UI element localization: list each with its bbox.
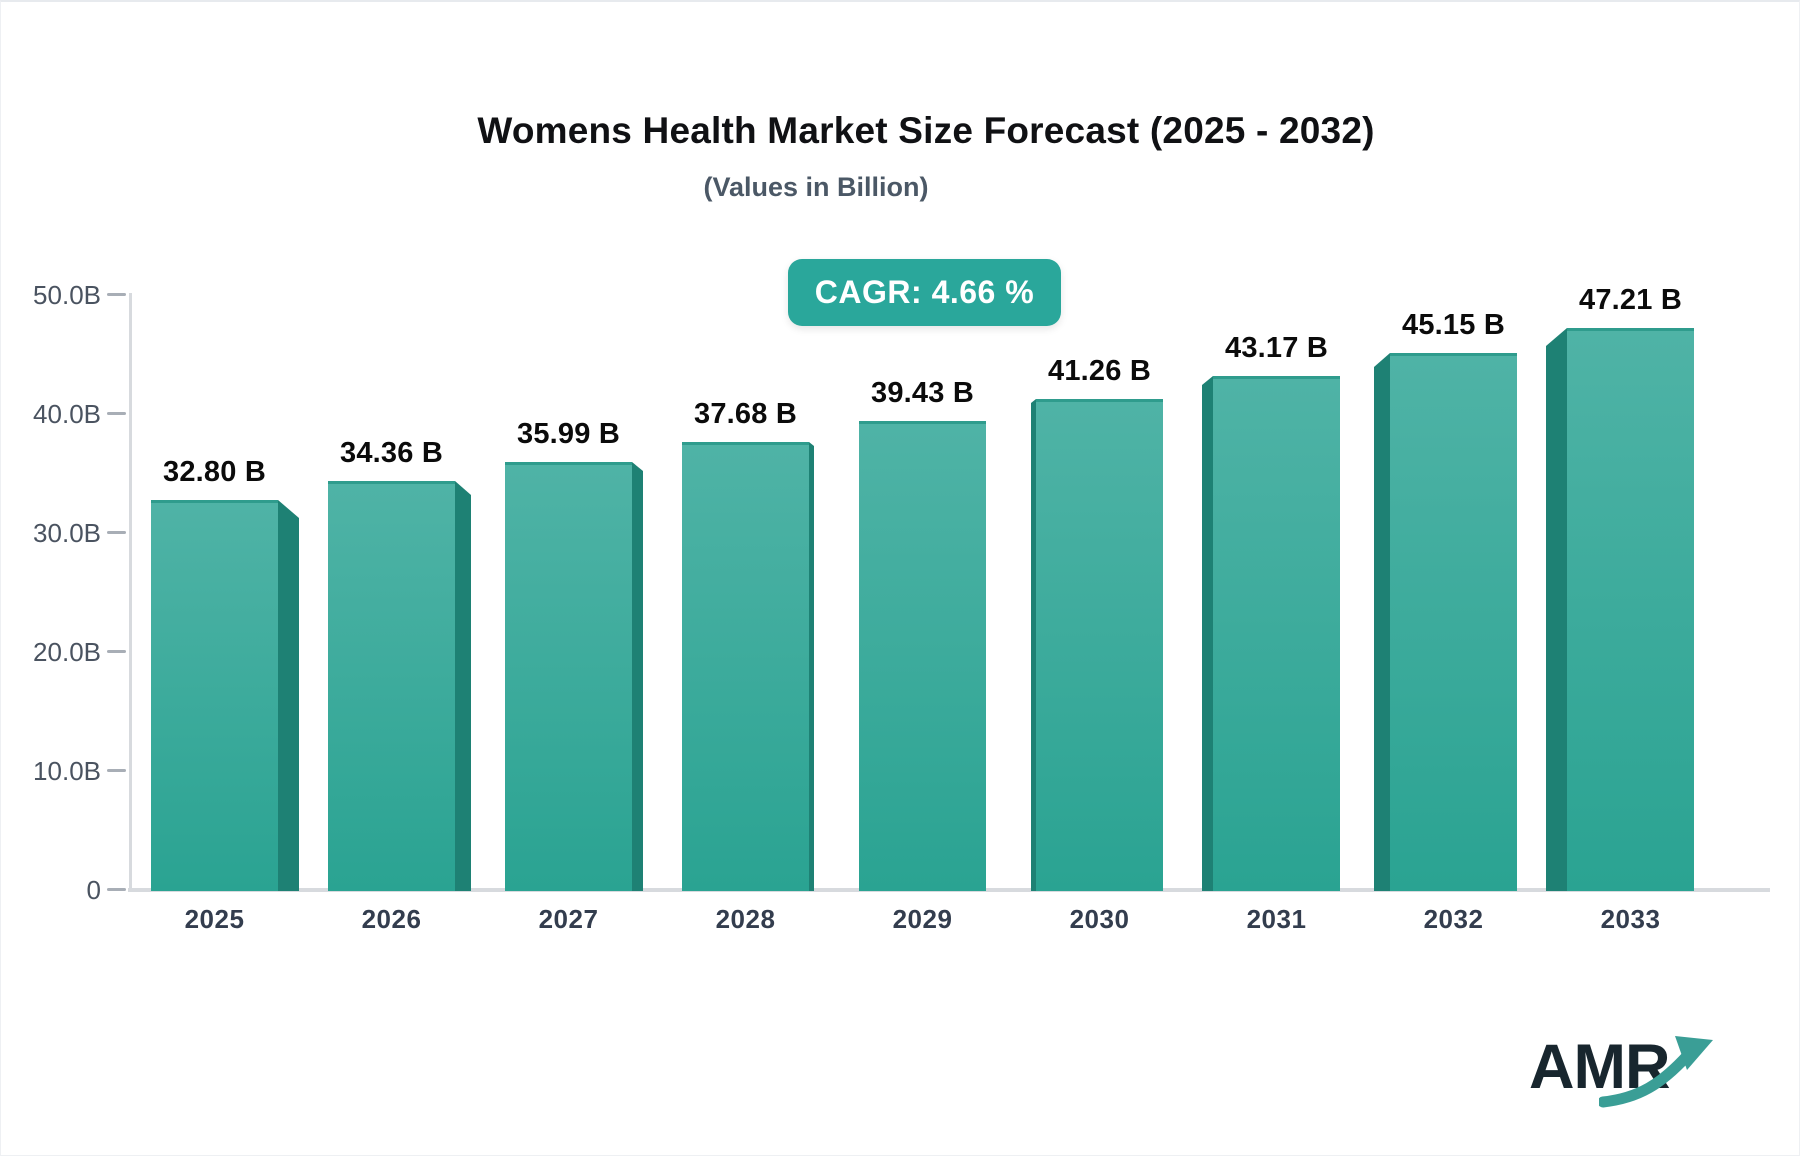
bar-side-face	[1374, 353, 1390, 891]
y-axis-tick-mark	[107, 769, 126, 772]
bar-value-label: 43.17 B	[1225, 332, 1328, 364]
bar-side-face	[632, 462, 643, 891]
bar-2032	[1374, 353, 1517, 891]
growth-arrow-icon	[1599, 1036, 1713, 1108]
y-axis-tick-label: 10.0B	[33, 756, 101, 786]
bar-side-face	[455, 481, 471, 891]
y-axis-tick-label: 0	[86, 875, 101, 905]
chart-subtitle: (Values in Billion)	[703, 172, 929, 202]
x-axis-label: 2031	[1246, 904, 1307, 934]
y-axis-line	[129, 293, 132, 890]
cagr-badge-label: CAGR: 4.66 %	[814, 274, 1035, 310]
bar-front-face	[328, 481, 455, 891]
bar-2028	[682, 442, 814, 891]
bar-2026	[328, 481, 471, 891]
bar-front-face	[682, 442, 809, 891]
amr-logo: AMR	[1529, 1028, 1739, 1123]
bar-2027	[505, 462, 643, 891]
bar-value-label: 34.36 B	[340, 437, 443, 469]
x-axis-label: 2033	[1600, 904, 1661, 934]
x-axis-label: 2026	[361, 904, 422, 934]
bar-value-label: 35.99 B	[517, 418, 620, 450]
bar-side-face	[278, 500, 299, 891]
x-axis-label: 2030	[1069, 904, 1130, 934]
bar-value-label: 37.68 B	[694, 398, 797, 430]
bar-front-face	[1036, 399, 1163, 891]
bar-front-face	[1213, 376, 1340, 891]
bar-2031	[1202, 376, 1340, 891]
bar-value-label: 39.43 B	[871, 377, 974, 409]
bar-side-face	[1202, 376, 1213, 891]
bar-2030	[1031, 399, 1163, 891]
bar-front-face	[859, 421, 986, 891]
bar-front-face	[1390, 353, 1517, 891]
bar-2033	[1546, 328, 1694, 891]
cagr-badge: CAGR: 4.66 %	[788, 259, 1061, 326]
y-axis-tick-label: 50.0B	[33, 280, 101, 310]
bar-side-face	[1031, 399, 1036, 891]
bar-value-label: 41.26 B	[1048, 355, 1151, 387]
bar-2025	[151, 500, 299, 891]
bar-side-face	[1546, 328, 1567, 891]
x-axis-label: 2028	[715, 904, 776, 934]
x-axis-label: 2027	[538, 904, 599, 934]
bar-front-face	[505, 462, 632, 891]
y-axis-tick-label: 40.0B	[33, 399, 101, 429]
chart-title: Womens Health Market Size Forecast (2025…	[477, 110, 1375, 151]
y-axis-tick-mark	[107, 650, 126, 653]
bar-side-face	[809, 442, 814, 891]
y-axis-tick-mark	[107, 293, 126, 296]
bar-front-face	[1567, 328, 1694, 891]
x-axis-label: 2029	[892, 904, 953, 934]
bar-front-face	[151, 500, 278, 891]
y-axis-tick-mark	[107, 888, 126, 891]
bar-value-label: 45.15 B	[1402, 309, 1505, 341]
x-axis-label: 2025	[184, 904, 245, 934]
x-axis-label: 2032	[1423, 904, 1484, 934]
bar-2029	[859, 421, 986, 891]
bar-value-label: 32.80 B	[163, 456, 266, 488]
y-axis-tick-mark	[107, 412, 126, 415]
bar-value-label: 47.21 B	[1579, 284, 1682, 316]
y-axis-tick-label: 20.0B	[33, 637, 101, 667]
y-axis-tick-mark	[107, 531, 126, 534]
y-axis-tick-label: 30.0B	[33, 518, 101, 548]
